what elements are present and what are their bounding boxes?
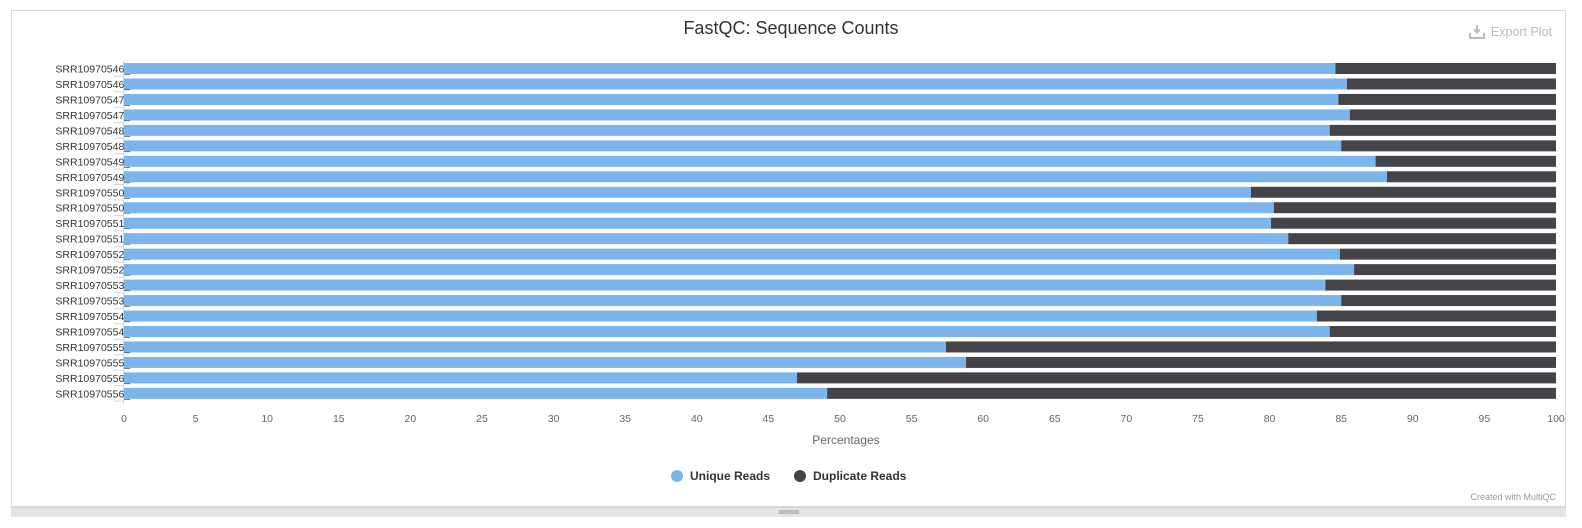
x-tick-label: 40 (691, 413, 703, 425)
bar-duplicate-reads[interactable] (797, 372, 1556, 383)
x-tick-label: 90 (1407, 413, 1419, 425)
x-tick-label: 30 (548, 413, 560, 425)
bar-duplicate-reads[interactable] (1330, 125, 1556, 136)
bar-unique-reads[interactable] (124, 94, 1338, 105)
bar-duplicate-reads[interactable] (1274, 202, 1556, 213)
bar-duplicate-reads[interactable] (1271, 218, 1556, 229)
bar-duplicate-reads[interactable] (1340, 249, 1556, 260)
bar-unique-reads[interactable] (124, 218, 1271, 229)
bar-unique-reads[interactable] (124, 295, 1341, 306)
bar-duplicate-reads[interactable] (1341, 295, 1556, 306)
x-tick-label: 75 (1192, 413, 1204, 425)
bar-duplicate-reads[interactable] (1338, 94, 1556, 105)
bar-duplicate-reads[interactable] (827, 388, 1556, 399)
bar-duplicate-reads[interactable] (1317, 311, 1556, 322)
bar-unique-reads[interactable] (124, 249, 1340, 260)
legend-marker[interactable] (794, 470, 806, 482)
bar-duplicate-reads[interactable] (1347, 78, 1556, 89)
bar-unique-reads[interactable] (124, 156, 1376, 167)
bar-unique-reads[interactable] (124, 63, 1335, 74)
legend-label[interactable]: Duplicate Reads (813, 469, 907, 483)
x-tick-label: 65 (1049, 413, 1061, 425)
credits-text[interactable]: Created with MultiQC (1470, 492, 1556, 502)
bar-duplicate-reads[interactable] (1330, 326, 1556, 337)
bar-unique-reads[interactable] (124, 311, 1317, 322)
resize-handle[interactable] (11, 507, 1566, 517)
bar-unique-reads[interactable] (124, 264, 1354, 275)
x-tick-label: 10 (261, 413, 273, 425)
x-tick-label: 0 (121, 413, 127, 425)
bar-unique-reads[interactable] (124, 372, 797, 383)
x-tick-label: 80 (1264, 413, 1276, 425)
x-tick-label: 95 (1479, 413, 1491, 425)
x-tick-label: 60 (977, 413, 989, 425)
bar-unique-reads[interactable] (124, 125, 1330, 136)
bar-unique-reads[interactable] (124, 140, 1341, 151)
bar-duplicate-reads[interactable] (1288, 233, 1556, 244)
bar-unique-reads[interactable] (124, 187, 1251, 198)
bar-duplicate-reads[interactable] (966, 357, 1556, 368)
x-tick-label: 25 (476, 413, 488, 425)
bar-unique-reads[interactable] (124, 280, 1325, 291)
bar-duplicate-reads[interactable] (1341, 140, 1556, 151)
x-tick-label: 50 (834, 413, 846, 425)
x-axis-title: Percentages (812, 433, 879, 447)
bar-duplicate-reads[interactable] (946, 341, 1556, 352)
bar-unique-reads[interactable] (124, 109, 1350, 120)
bar-unique-reads[interactable] (124, 341, 946, 352)
bar-unique-reads[interactable] (124, 78, 1347, 89)
bar-duplicate-reads[interactable] (1251, 187, 1556, 198)
bar-duplicate-reads[interactable] (1387, 171, 1556, 182)
x-tick-label: 35 (619, 413, 631, 425)
bar-duplicate-reads[interactable] (1325, 280, 1556, 291)
x-tick-label: 20 (405, 413, 417, 425)
bar-duplicate-reads[interactable] (1350, 109, 1556, 120)
bar-unique-reads[interactable] (124, 171, 1387, 182)
legend-marker[interactable] (671, 470, 683, 482)
bar-unique-reads[interactable] (124, 357, 966, 368)
bar-duplicate-reads[interactable] (1354, 264, 1556, 275)
x-tick-label: 100 (1547, 413, 1565, 425)
x-tick-label: 85 (1335, 413, 1347, 425)
bar-unique-reads[interactable] (124, 388, 827, 399)
x-tick-label: 45 (763, 413, 775, 425)
bar-duplicate-reads[interactable] (1376, 156, 1556, 167)
bar-unique-reads[interactable] (124, 233, 1288, 244)
legend-label[interactable]: Unique Reads (690, 469, 770, 483)
grip-icon (779, 510, 799, 515)
x-tick-label: 15 (333, 413, 345, 425)
x-tick-label: 5 (193, 413, 199, 425)
bar-unique-reads[interactable] (124, 326, 1330, 337)
x-tick-label: 55 (906, 413, 918, 425)
x-tick-label: 70 (1121, 413, 1133, 425)
bar-duplicate-reads[interactable] (1335, 63, 1556, 74)
bar-unique-reads[interactable] (124, 202, 1274, 213)
